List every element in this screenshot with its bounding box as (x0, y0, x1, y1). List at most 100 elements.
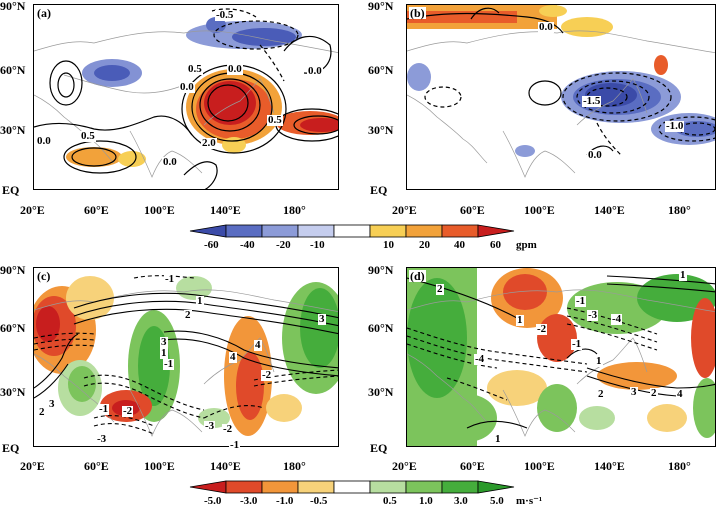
colorbar-wind-segment (333, 480, 371, 494)
contour-label: 2 (436, 283, 444, 295)
contour-label: -2 (222, 423, 234, 435)
shading-d (407, 268, 715, 446)
map-c-canvas (34, 275, 338, 437)
lon-tick-180: 180° (283, 203, 306, 217)
contour-label: 0.0 (227, 63, 243, 75)
contour-label: -3 (587, 309, 599, 321)
colorbar-gpm-segment (333, 224, 371, 238)
colorbar-tick: 20 (419, 239, 430, 251)
colorbar-tick: 1.0 (419, 495, 433, 507)
colorbar-unit: m·s⁻¹ (516, 495, 543, 507)
contour-label: 1 (516, 314, 524, 326)
contour-label: 0.0 (36, 135, 52, 147)
colorbar-tick: -3.0 (240, 495, 258, 507)
lat-tick-60n: 60°N (368, 63, 394, 77)
contour-label: 0.0 (307, 65, 323, 77)
lat-tick-eq: EQ (2, 441, 20, 455)
lat-tick-60n: 60°N (368, 321, 394, 335)
contour-label: -1 (575, 295, 587, 307)
contour-label: -1 (229, 439, 241, 451)
lon-tick-180: 180° (668, 203, 691, 217)
lon-tick-20e: 20°E (392, 459, 417, 473)
lon-tick-60e: 60°E (84, 203, 109, 217)
colorbar-tick: -40 (240, 239, 255, 251)
lat-tick-90n: 90°N (0, 263, 26, 277)
lon-tick-20e: 20°E (20, 203, 45, 217)
contour-label: 3 (160, 336, 168, 348)
contour-label: 4 (676, 388, 684, 400)
colorbar-tick: -10 (310, 239, 325, 251)
colorbar-wind: -5.0 -3.0 -1.0 -0.5 0.5 1.0 3.0 5.0 m·s⁻… (160, 478, 560, 514)
colorbar-wind-segment (441, 480, 479, 494)
colorbar-tick: 3.0 (454, 495, 468, 507)
lat-tick-90n: 90°N (0, 0, 26, 13)
map-frame-b (406, 4, 716, 190)
map-frame-d (406, 267, 716, 447)
panel-a: (a) 90°N 60°N 30°N EQ 20°E 60°E 100°E 14… (0, 0, 360, 230)
colorbar-gpm-segment (189, 224, 227, 238)
panel-label-a: (a) (36, 6, 52, 20)
lat-tick-30n: 30°N (368, 385, 394, 399)
contour-label: 1 (595, 355, 603, 367)
colorbar-wind-segment (261, 480, 299, 494)
contour-label: 3 (318, 313, 326, 325)
panel-label-d: (d) (409, 269, 426, 283)
colorbar-tick: 5.0 (490, 495, 504, 507)
contour-label: 2 (38, 406, 46, 418)
lon-tick-100e: 100°E (144, 459, 175, 473)
lon-tick-100e: 100°E (524, 459, 555, 473)
lon-tick-60e: 60°E (460, 203, 485, 217)
lat-tick-60n: 60°N (0, 321, 26, 335)
lon-tick-140e: 140°E (594, 459, 625, 473)
contour-label: -1.5 (582, 95, 602, 107)
contour-label: -2 (122, 405, 134, 417)
colorbar-wind-swatches (189, 480, 515, 494)
contours-dashed-d (407, 307, 658, 401)
lat-tick-90n: 90°N (368, 0, 394, 13)
lat-tick-90n: 90°N (368, 263, 394, 277)
map-d-canvas (407, 268, 715, 446)
contour-label: 0.5 (80, 130, 96, 142)
contour-label: -1 (98, 403, 110, 415)
lon-tick-180: 180° (668, 459, 691, 473)
lon-tick-60e: 60°E (84, 459, 109, 473)
colorbar-wind-segment (369, 480, 407, 494)
contour-label: 4 (229, 351, 237, 363)
contour-label: -1.0 (665, 120, 685, 132)
contour-label: 3 (48, 398, 56, 410)
lon-tick-100e: 100°E (524, 203, 555, 217)
contour-label: -2 (536, 323, 548, 335)
contour-label: -3 (96, 433, 108, 445)
panel-label-c: (c) (36, 269, 52, 283)
contour-label: 1 (679, 269, 687, 281)
contour-label: 2 (597, 388, 605, 400)
contours-solid-b (407, 7, 614, 156)
contours-solid-c (34, 292, 338, 399)
coastline-b (407, 30, 715, 178)
lon-tick-20e: 20°E (392, 203, 417, 217)
panel-d: (d) 90°N 60°N 30°N EQ 20°E 60°E 100°E 14… (368, 262, 721, 488)
colorbar-tick: 40 (454, 239, 465, 251)
lon-tick-140e: 140°E (210, 203, 241, 217)
colorbar-gpm-swatches (189, 224, 515, 238)
contour-label: 2 (184, 309, 192, 321)
contour-label: 1 (196, 295, 204, 307)
colorbar-gpm-segment (477, 224, 515, 238)
lat-tick-30n: 30°N (0, 123, 26, 137)
panel-label-b: (b) (409, 6, 426, 20)
contour-label: 1 (160, 347, 168, 359)
contour-label: -4 (474, 353, 486, 365)
lon-tick-180: 180° (283, 459, 306, 473)
colorbar-tick: 60 (490, 239, 501, 251)
coastline-a (34, 30, 338, 178)
lat-tick-eq: EQ (2, 183, 20, 197)
contour-label: -0.5 (215, 9, 235, 21)
shading-a (66, 17, 338, 167)
colorbar-gpm-segment (297, 224, 335, 238)
colorbar-unit: gpm (516, 239, 537, 251)
colorbar-wind-segment (225, 480, 263, 494)
lon-tick-100e: 100°E (144, 203, 175, 217)
contour-label: -3 (204, 420, 216, 432)
contour-label: 0.5 (187, 63, 203, 75)
map-a-canvas (34, 8, 338, 189)
